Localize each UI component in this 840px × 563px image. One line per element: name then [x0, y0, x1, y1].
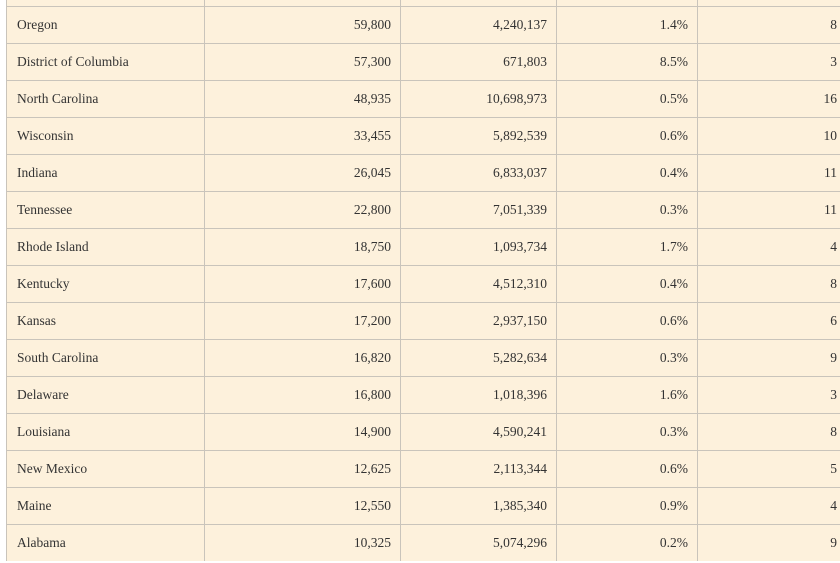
count-cell: 11: [697, 154, 840, 192]
population-cell: 1,018,396: [400, 376, 557, 414]
percent-cell: 1.7%: [556, 228, 698, 266]
table-row: Alabama 10,325 5,074,296 0.2% 9: [6, 524, 840, 561]
count-cell: 8: [697, 6, 840, 44]
table-row: Rhode Island 18,750 1,093,734 1.7% 4: [6, 228, 840, 266]
table-row: Kansas 17,200 2,937,150 0.6% 6: [6, 302, 840, 340]
count-cell: 9: [697, 524, 840, 561]
value-cell: 10,325: [204, 524, 401, 561]
table-row: Wisconsin 33,455 5,892,539 0.6% 10: [6, 117, 840, 155]
percent-cell: 1.4%: [556, 6, 698, 44]
population-cell: 4,590,241: [400, 413, 557, 451]
value-cell: 14,900: [204, 413, 401, 451]
state-cell: South Carolina: [6, 339, 205, 377]
value-cell: 17,200: [204, 302, 401, 340]
state-cell: New Mexico: [6, 450, 205, 488]
value-cell: 48,935: [204, 80, 401, 118]
table-row: District of Columbia 57,300 671,803 8.5% 3: [6, 43, 840, 81]
value-cell: 59,800: [204, 6, 401, 44]
state-cell: Louisiana: [6, 413, 205, 451]
value-cell: 33,455: [204, 117, 401, 155]
table-row: North Carolina 48,935 10,698,973 0.5% 16: [6, 80, 840, 118]
state-cell: North Carolina: [6, 80, 205, 118]
percent-cell: 0.6%: [556, 302, 698, 340]
percent-cell: 1.6%: [556, 376, 698, 414]
table-row: New Mexico 12,625 2,113,344 0.6% 5: [6, 450, 840, 488]
percent-cell: 0.3%: [556, 413, 698, 451]
value-cell: 12,550: [204, 487, 401, 525]
table-row: Oregon 59,800 4,240,137 1.4% 8: [6, 6, 840, 44]
count-cell: 8: [697, 413, 840, 451]
percent-cell: 0.5%: [556, 80, 698, 118]
percent-cell: 0.3%: [556, 191, 698, 229]
state-cell: Tennessee: [6, 191, 205, 229]
value-cell: 22,800: [204, 191, 401, 229]
count-cell: 10: [697, 117, 840, 155]
state-cell: Kentucky: [6, 265, 205, 303]
table-row: Tennessee 22,800 7,051,339 0.3% 11: [6, 191, 840, 229]
value-cell: 57,300: [204, 43, 401, 81]
population-cell: 6,833,037: [400, 154, 557, 192]
population-cell: 10,698,973: [400, 80, 557, 118]
state-cell: Wisconsin: [6, 117, 205, 155]
state-cell: Rhode Island: [6, 228, 205, 266]
population-cell: 4,240,137: [400, 6, 557, 44]
value-cell: 18,750: [204, 228, 401, 266]
state-cell: District of Columbia: [6, 43, 205, 81]
percent-cell: 0.3%: [556, 339, 698, 377]
value-cell: 26,045: [204, 154, 401, 192]
count-cell: 4: [697, 487, 840, 525]
count-cell: 11: [697, 191, 840, 229]
value-cell: 16,820: [204, 339, 401, 377]
count-cell: 3: [697, 376, 840, 414]
state-cell: Delaware: [6, 376, 205, 414]
table-row: Maine 12,550 1,385,340 0.9% 4: [6, 487, 840, 525]
population-cell: 1,093,734: [400, 228, 557, 266]
value-cell: 16,800: [204, 376, 401, 414]
state-cell: Alabama: [6, 524, 205, 561]
value-cell: 17,600: [204, 265, 401, 303]
percent-cell: 8.5%: [556, 43, 698, 81]
count-cell: 6: [697, 302, 840, 340]
count-cell: 4: [697, 228, 840, 266]
population-cell: 4,512,310: [400, 265, 557, 303]
count-cell: 8: [697, 265, 840, 303]
state-cell: Indiana: [6, 154, 205, 192]
count-cell: 3: [697, 43, 840, 81]
population-cell: 671,803: [400, 43, 557, 81]
state-cell: Maine: [6, 487, 205, 525]
table-row: Kentucky 17,600 4,512,310 0.4% 8: [6, 265, 840, 303]
count-cell: 5: [697, 450, 840, 488]
table-row: South Carolina 16,820 5,282,634 0.3% 9: [6, 339, 840, 377]
table-row: Louisiana 14,900 4,590,241 0.3% 8: [6, 413, 840, 451]
table-row: Indiana 26,045 6,833,037 0.4% 11: [6, 154, 840, 192]
percent-cell: 0.6%: [556, 117, 698, 155]
count-cell: 9: [697, 339, 840, 377]
percent-cell: 0.4%: [556, 154, 698, 192]
table-row: Delaware 16,800 1,018,396 1.6% 3: [6, 376, 840, 414]
population-cell: 2,113,344: [400, 450, 557, 488]
percent-cell: 0.4%: [556, 265, 698, 303]
population-cell: 5,074,296: [400, 524, 557, 561]
percent-cell: 0.2%: [556, 524, 698, 561]
population-cell: 5,282,634: [400, 339, 557, 377]
population-cell: 1,385,340: [400, 487, 557, 525]
table-row-partial: [6, 0, 840, 7]
percent-cell: 0.6%: [556, 450, 698, 488]
data-table-container: Oregon 59,800 4,240,137 1.4% 8 District of Co…: [6, 0, 840, 561]
population-cell: 2,937,150: [400, 302, 557, 340]
state-cell: Kansas: [6, 302, 205, 340]
percent-cell: 0.9%: [556, 487, 698, 525]
count-cell: 16: [697, 80, 840, 118]
data-table: Oregon 59,800 4,240,137 1.4% 8 District of Co…: [6, 0, 840, 561]
population-cell: 5,892,539: [400, 117, 557, 155]
population-cell: 7,051,339: [400, 191, 557, 229]
value-cell: 12,625: [204, 450, 401, 488]
state-cell: Oregon: [6, 6, 205, 44]
